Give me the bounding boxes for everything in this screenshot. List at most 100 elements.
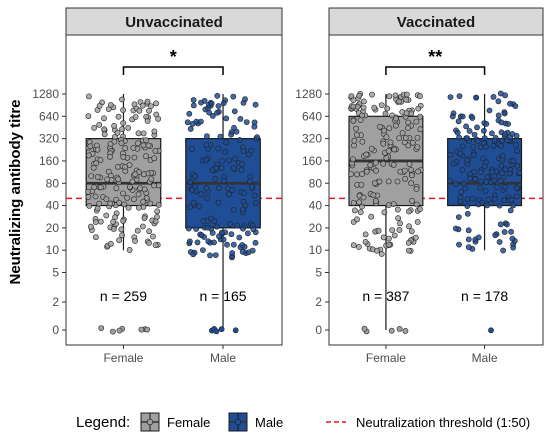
data-point (145, 142, 152, 149)
data-point (497, 177, 504, 184)
data-point (392, 122, 399, 129)
data-point (237, 116, 244, 122)
data-point (121, 201, 128, 208)
data-point (207, 215, 214, 222)
x-tick-label: Female (366, 351, 406, 365)
data-point (482, 143, 489, 150)
data-point (489, 169, 496, 175)
data-point (96, 200, 103, 207)
data-point (354, 103, 361, 110)
data-point (456, 241, 462, 248)
data-point (228, 231, 235, 238)
data-point (350, 117, 357, 124)
data-point (353, 131, 360, 138)
data-point (360, 194, 367, 201)
data-point (112, 214, 118, 221)
data-point (350, 142, 357, 149)
data-point (409, 197, 415, 204)
legend-label: Female (167, 415, 210, 430)
data-point (103, 212, 110, 219)
data-point (386, 125, 393, 132)
data-point (464, 135, 471, 142)
data-point (239, 161, 245, 167)
n-label: n = 387 (362, 288, 409, 304)
data-point (351, 207, 358, 214)
data-point (514, 162, 521, 169)
data-point (197, 118, 204, 125)
data-point (414, 144, 421, 150)
data-point (107, 240, 114, 247)
data-point (484, 202, 490, 209)
y-tick-label: 320 (302, 132, 322, 146)
data-point (373, 167, 379, 174)
data-point (248, 183, 255, 190)
data-point (230, 241, 237, 248)
data-point (381, 127, 387, 134)
data-point (101, 115, 107, 122)
data-point (405, 125, 411, 131)
data-point (376, 178, 383, 185)
group-male: n = 178 Male (446, 90, 523, 365)
zero-point (402, 327, 409, 334)
data-point (473, 94, 480, 101)
data-point (413, 186, 420, 192)
panel-strip (328, 7, 544, 36)
data-point (94, 174, 101, 180)
data-point (126, 183, 133, 190)
data-point (490, 94, 497, 100)
data-point (383, 155, 390, 161)
data-point (457, 198, 464, 205)
data-point (458, 189, 465, 195)
data-point (408, 180, 415, 187)
data-point (414, 219, 421, 225)
x-tick-label: Male (472, 351, 498, 365)
data-point (491, 137, 498, 144)
group-female: n = 259 Female (85, 93, 162, 365)
zero-point (116, 327, 123, 334)
data-point (93, 160, 100, 166)
data-point (385, 202, 392, 209)
data-point (502, 184, 509, 191)
data-point (107, 200, 114, 207)
data-point (350, 97, 357, 103)
data-point (115, 176, 121, 183)
data-point (395, 215, 401, 222)
data-point (187, 204, 194, 210)
data-point (141, 215, 148, 222)
data-point (118, 226, 125, 233)
data-point (196, 203, 202, 210)
data-point (230, 206, 237, 213)
data-point (449, 113, 456, 120)
y-tick-label: 640 (39, 109, 59, 123)
data-point (193, 226, 200, 232)
data-point (350, 242, 357, 249)
data-point (236, 137, 243, 143)
data-point (229, 187, 236, 193)
data-point (130, 196, 137, 203)
zero-point (144, 326, 150, 333)
n-label: n = 165 (199, 288, 246, 304)
data-point (215, 145, 222, 152)
data-point (502, 131, 508, 138)
data-point (380, 140, 387, 147)
data-point (86, 202, 93, 209)
data-point (496, 202, 503, 209)
data-point (374, 247, 380, 254)
y-tick-label: 1280 (295, 87, 322, 101)
data-point (348, 171, 354, 177)
data-point (417, 126, 424, 133)
data-point (252, 101, 259, 108)
data-point (152, 218, 159, 225)
data-point (190, 251, 197, 258)
data-point (217, 133, 224, 140)
data-point (387, 139, 394, 146)
data-point (222, 149, 229, 155)
data-point (409, 139, 416, 146)
data-point (119, 232, 125, 239)
data-point (491, 195, 498, 202)
x-tick-label: Male (210, 351, 236, 365)
data-point (464, 196, 471, 203)
data-point (413, 118, 420, 125)
